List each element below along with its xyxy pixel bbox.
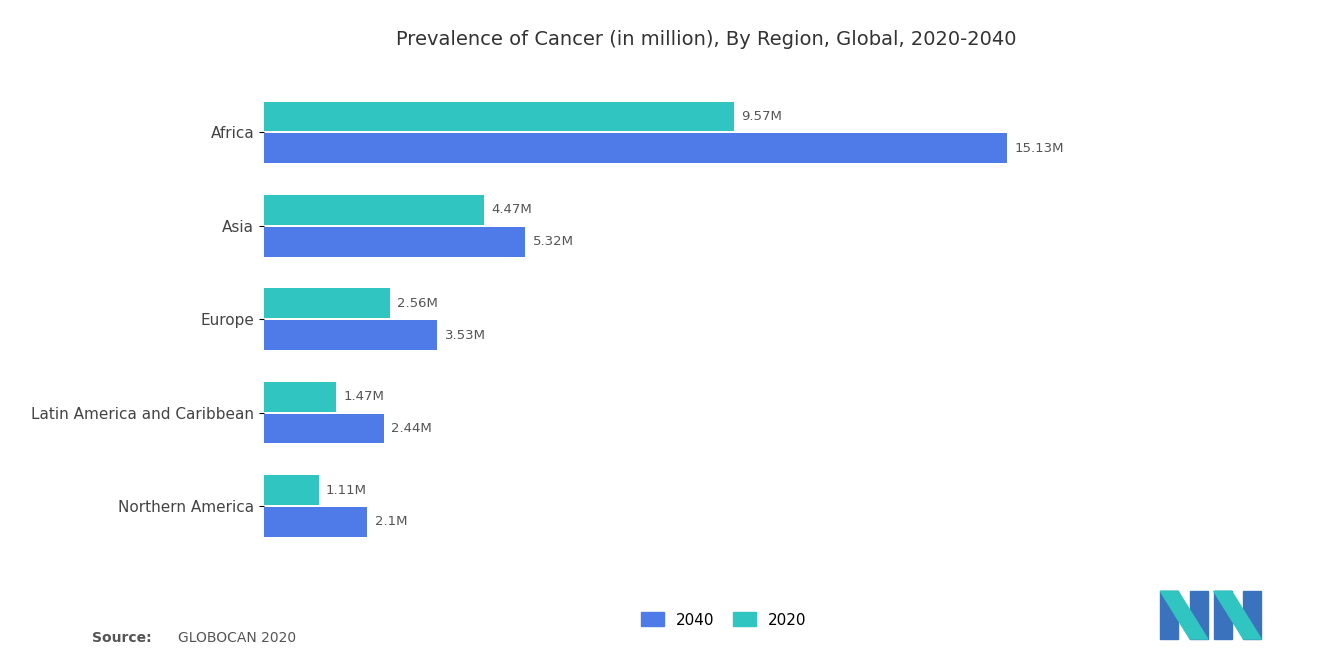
Title: Prevalence of Cancer (in million), By Region, Global, 2020-2040: Prevalence of Cancer (in million), By Re… bbox=[396, 30, 1016, 49]
Polygon shape bbox=[1243, 591, 1262, 639]
Polygon shape bbox=[1214, 591, 1232, 639]
Polygon shape bbox=[1160, 591, 1208, 639]
Text: 4.47M: 4.47M bbox=[491, 203, 532, 216]
Text: Source:: Source: bbox=[92, 630, 152, 645]
Text: 1.47M: 1.47M bbox=[343, 390, 384, 403]
Bar bbox=[264, 195, 483, 225]
Polygon shape bbox=[1214, 591, 1262, 639]
Bar bbox=[264, 133, 1007, 163]
Text: 2.44M: 2.44M bbox=[391, 422, 432, 435]
Text: 1.11M: 1.11M bbox=[326, 483, 367, 497]
Bar bbox=[264, 289, 389, 319]
Polygon shape bbox=[1160, 591, 1179, 639]
Polygon shape bbox=[1191, 591, 1208, 639]
Legend: 2040, 2020: 2040, 2020 bbox=[642, 612, 807, 628]
Text: 15.13M: 15.13M bbox=[1015, 142, 1064, 155]
Bar bbox=[264, 475, 318, 505]
Bar bbox=[264, 507, 367, 537]
Bar bbox=[264, 227, 525, 257]
Bar bbox=[264, 320, 437, 350]
Bar bbox=[264, 102, 734, 132]
Bar bbox=[264, 414, 384, 444]
Text: 5.32M: 5.32M bbox=[533, 235, 574, 248]
Bar bbox=[264, 382, 337, 412]
Text: 2.1M: 2.1M bbox=[375, 515, 407, 529]
Text: GLOBOCAN 2020: GLOBOCAN 2020 bbox=[178, 630, 296, 645]
Text: 2.56M: 2.56M bbox=[397, 297, 438, 310]
Text: 9.57M: 9.57M bbox=[742, 110, 783, 123]
Text: 3.53M: 3.53M bbox=[445, 329, 486, 342]
